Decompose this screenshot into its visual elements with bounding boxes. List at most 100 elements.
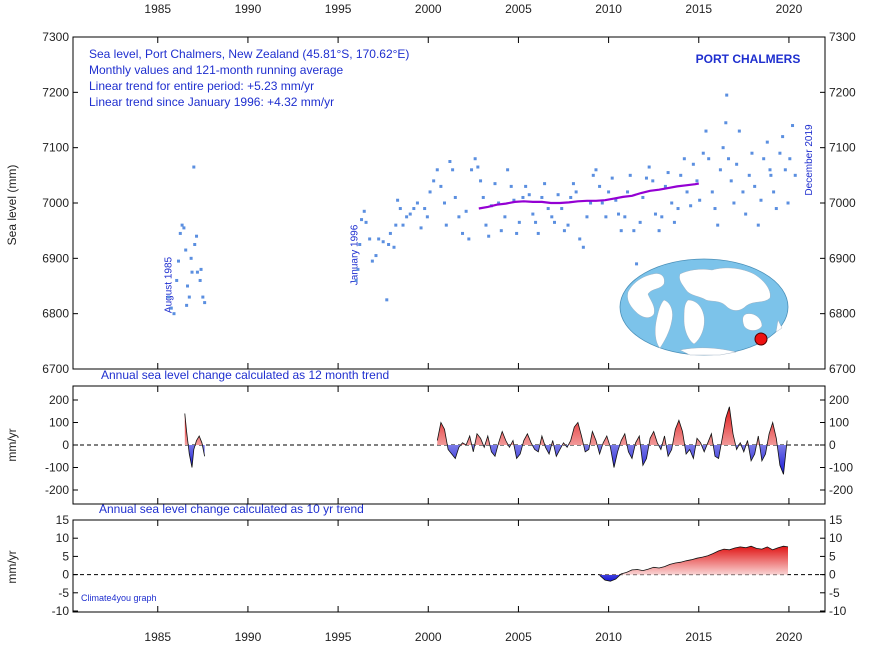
data-point	[484, 223, 488, 227]
data-point	[358, 243, 362, 246]
p3-y-tick-label: 10	[56, 531, 70, 545]
data-point	[672, 220, 676, 224]
p2-y-tick-label: -100	[45, 461, 69, 475]
data-point	[704, 129, 708, 133]
data-point	[788, 157, 792, 161]
data-point	[476, 165, 480, 169]
data-point	[534, 220, 538, 224]
x-tick-label-bottom: 2005	[505, 630, 532, 644]
data-point	[415, 201, 419, 205]
data-point	[651, 179, 655, 183]
data-point	[710, 190, 714, 194]
data-point	[360, 218, 364, 222]
data-point	[725, 93, 729, 97]
data-point	[432, 179, 436, 183]
x-tick-label-bottom: 2015	[685, 630, 712, 644]
data-point	[512, 198, 516, 202]
data-point	[769, 173, 773, 177]
p2-y-tick-label-right: 200	[829, 393, 849, 407]
sea-level-panel: 6700 6700 6800 6800 6900 6900 7000 7000 7100 7100…	[5, 30, 856, 376]
x-tick-label-top: 1990	[235, 2, 262, 16]
data-point	[381, 240, 385, 244]
data-point	[721, 146, 725, 150]
data-point	[457, 215, 461, 219]
annotation-label: January 1996	[349, 224, 360, 285]
data-point	[571, 182, 575, 186]
data-point	[759, 198, 763, 202]
x-tick-label-bottom: 2010	[595, 630, 622, 644]
monthly-points	[167, 93, 797, 316]
p3-area-positive	[599, 546, 788, 575]
data-point	[178, 231, 182, 235]
world-map-inset	[619, 258, 789, 356]
data-point	[473, 157, 477, 161]
y-tick-label-right: 6900	[829, 251, 856, 265]
data-point	[598, 184, 602, 188]
p2-area-positive	[184, 413, 205, 445]
x-tick-label-top: 2005	[505, 2, 532, 16]
data-point	[585, 215, 589, 219]
data-point	[741, 190, 745, 194]
p3-y-tick-label: -5	[58, 586, 69, 600]
data-point	[398, 207, 402, 211]
data-point	[691, 162, 695, 166]
data-point	[167, 295, 171, 299]
data-point	[635, 262, 639, 266]
p3-y-tick-label: 15	[56, 513, 70, 527]
x-tick-label-bottom: 2000	[415, 630, 442, 644]
data-point	[189, 256, 193, 260]
data-point	[600, 201, 604, 205]
data-point	[660, 215, 664, 219]
data-point	[628, 173, 632, 177]
data-point	[435, 168, 439, 172]
data-point	[470, 168, 474, 172]
data-point	[701, 151, 705, 155]
data-point	[356, 267, 360, 271]
data-point	[772, 190, 776, 194]
data-point	[550, 215, 554, 219]
data-point	[594, 168, 598, 172]
data-point	[169, 306, 173, 310]
data-point	[747, 173, 751, 177]
data-point	[718, 168, 722, 172]
data-point	[419, 226, 423, 230]
data-point	[644, 176, 648, 180]
data-point	[604, 215, 608, 219]
data-point	[425, 215, 429, 219]
p2-y-tick-label-right: -100	[829, 461, 853, 475]
data-point	[653, 212, 657, 216]
data-point	[689, 204, 693, 208]
x-tick-label-top: 2000	[415, 2, 442, 16]
data-point	[185, 303, 189, 307]
data-point	[195, 234, 199, 238]
station-location-marker	[754, 332, 768, 346]
data-point	[199, 267, 203, 271]
data-point	[172, 312, 176, 316]
y-tick-label: 7300	[42, 30, 69, 44]
data-point	[737, 129, 741, 133]
y-tick-label-right: 7300	[829, 30, 856, 44]
data-point	[641, 195, 645, 199]
data-point	[396, 198, 400, 202]
annotation-label: August 1985	[164, 256, 175, 313]
data-point	[783, 168, 787, 172]
data-point	[778, 151, 782, 155]
panel3-frame	[72, 519, 826, 613]
y-tick-label: 6900	[42, 251, 69, 265]
data-point	[614, 198, 618, 202]
p2-trend-line	[436, 406, 788, 475]
data-point	[753, 184, 757, 188]
p2-y-tick-label: -200	[45, 483, 69, 497]
data-point	[193, 243, 197, 246]
data-point	[527, 193, 531, 197]
chart-title-block: Sea level, Port Chalmers, New Zealand (4…	[89, 47, 409, 109]
x-tick-label-top: 1995	[325, 2, 352, 16]
p3-y-tick-label: 0	[62, 568, 69, 582]
p3-y-tick-label-right: 5	[829, 549, 836, 563]
p3-y-tick-label-right: -10	[829, 604, 847, 618]
panel3-title: Annual sea level change calculated as 10…	[99, 502, 364, 516]
p2-y-tick-label: 0	[62, 438, 69, 452]
data-point	[175, 278, 179, 282]
data-point	[619, 229, 623, 233]
x-tick-label-bottom: 2020	[776, 630, 803, 644]
